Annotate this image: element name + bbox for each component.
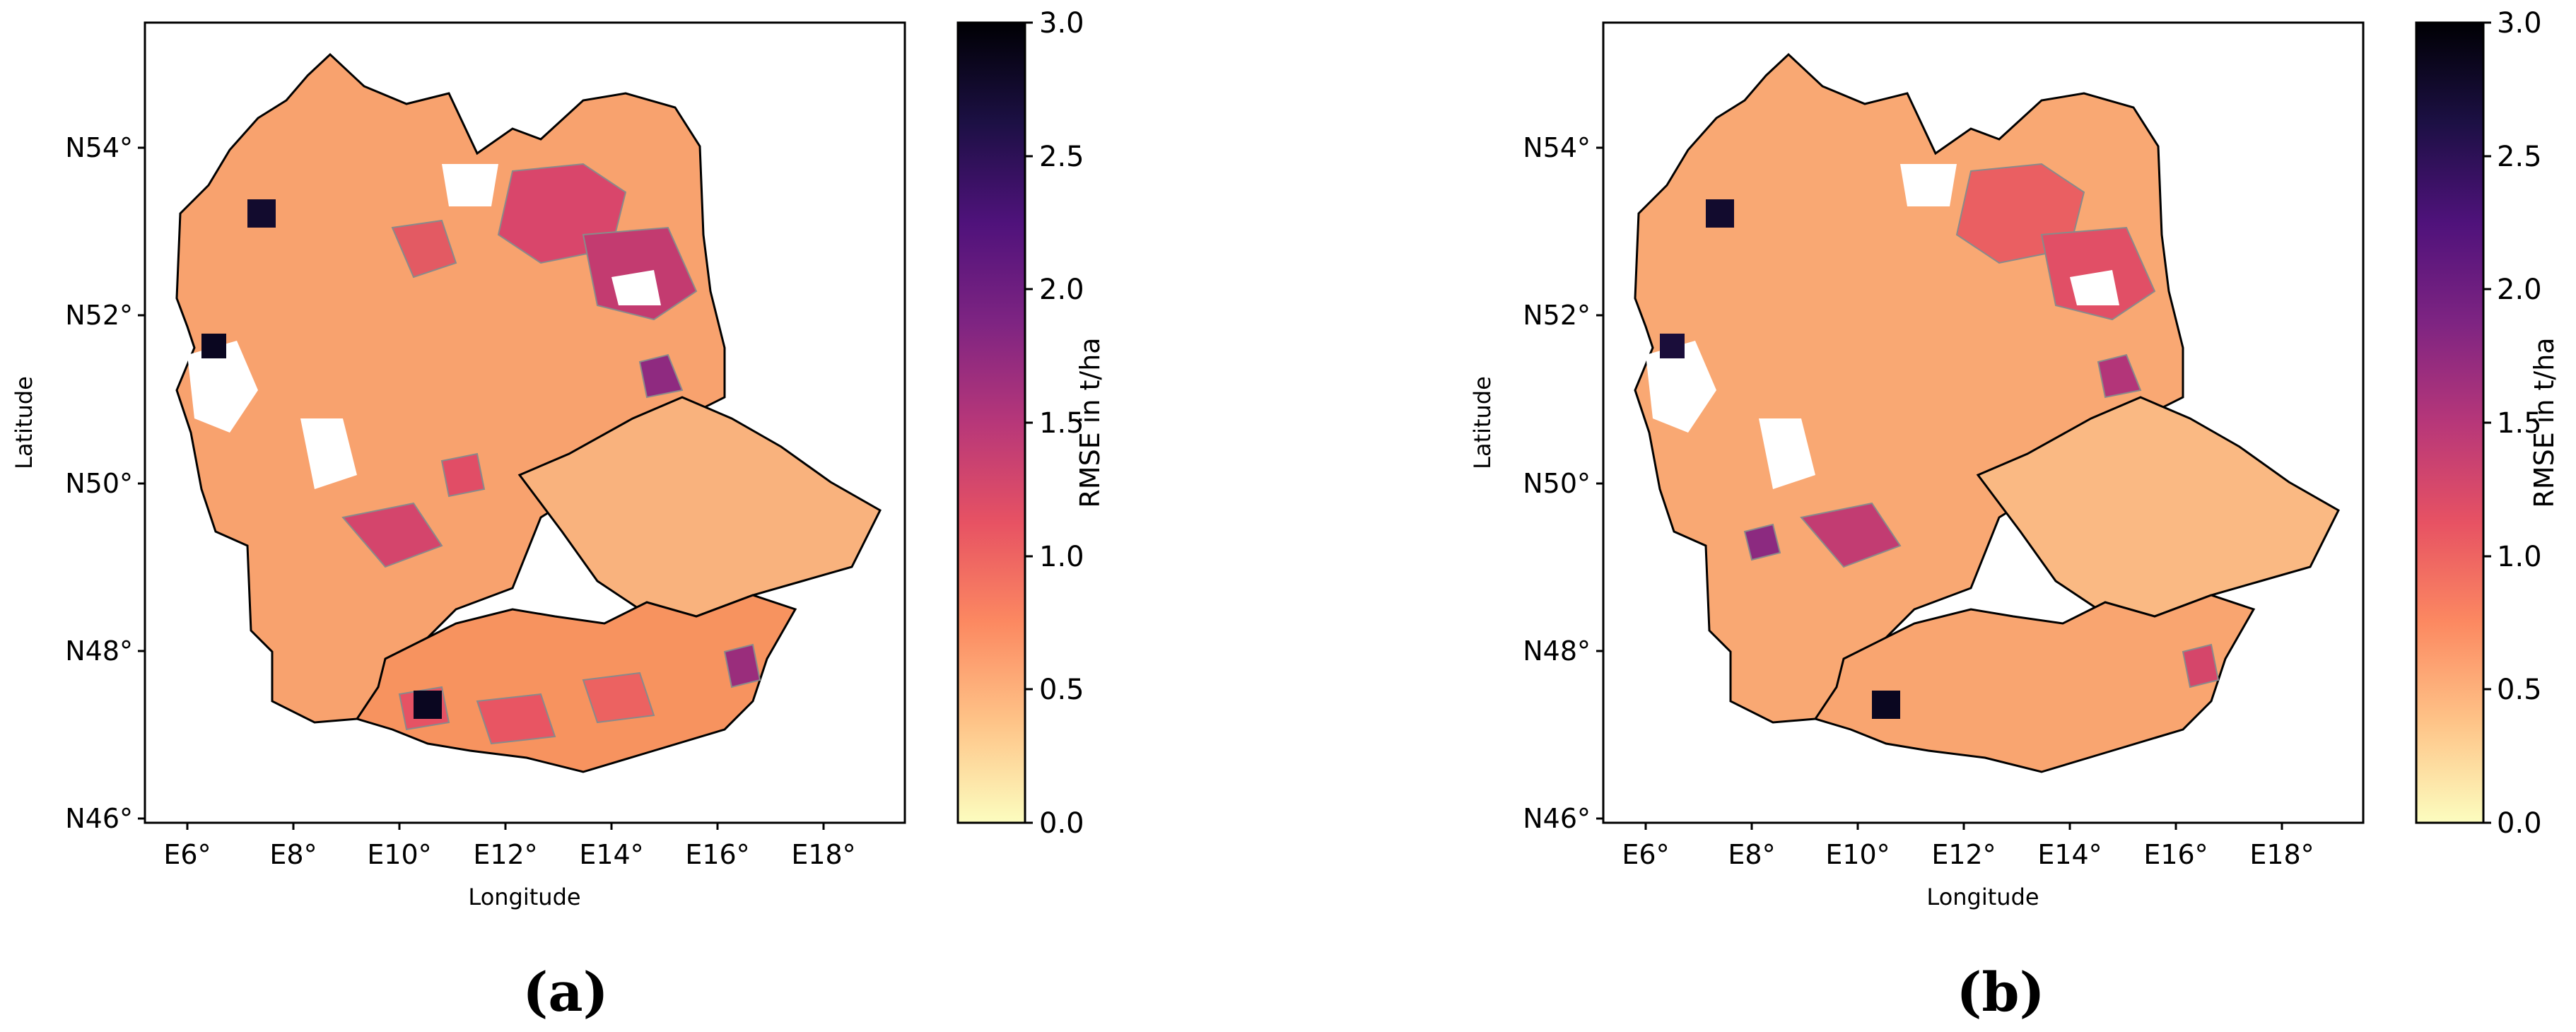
choropleth-map xyxy=(175,52,882,773)
panel-b: N54° N52° N50° N48° N46° E6° E8° E10° E1… xyxy=(1469,7,2560,1024)
outlier-cell xyxy=(414,691,442,719)
lon-tick-label: E8° xyxy=(269,839,317,870)
colorbar-ticks: 0.0 0.5 1.0 1.5 2.0 2.5 3.0 xyxy=(2483,7,2542,840)
lon-tick-label: E10° xyxy=(367,839,431,870)
colorbar-tick-label: 1.0 xyxy=(2497,541,2542,573)
lon-tick-label: E12° xyxy=(473,839,537,870)
colorbar-gradient xyxy=(956,21,1026,824)
lat-tick-label: N50° xyxy=(1523,468,1591,499)
lon-tick-label: E8° xyxy=(1728,839,1775,870)
lon-tick-label: E6° xyxy=(163,839,211,870)
x-axis-label: Longitude xyxy=(1926,884,2039,910)
lon-tick-label: E14° xyxy=(579,839,643,870)
colorbar-tick-label: 2.0 xyxy=(1039,274,1084,306)
colorbar-tick-label: 3.0 xyxy=(1039,7,1084,40)
lon-tick-label: E6° xyxy=(1622,839,1669,870)
colorbar-tick-label: 1.0 xyxy=(1039,541,1084,573)
lat-tick-label: N48° xyxy=(1523,635,1591,667)
czechia-region xyxy=(1976,396,2340,618)
panel-a: N54° N52° N50° N48° N46° E6° E8° E10° E1… xyxy=(11,7,1106,1024)
austria-region xyxy=(1813,594,2256,773)
y-axis-label: Latitude xyxy=(11,376,37,469)
lat-tick-label: N54° xyxy=(1523,132,1591,163)
colorbar: 0.0 0.5 1.0 1.5 2.0 2.5 3.0 RMSE in t/ha xyxy=(2415,7,2560,840)
lon-tick-label: E18° xyxy=(791,839,855,870)
lat-tick-label: N54° xyxy=(65,132,133,163)
x-axis-label: Longitude xyxy=(468,884,580,910)
colorbar-gradient xyxy=(2415,21,2485,824)
colorbar-tick-label: 2.5 xyxy=(1039,141,1084,173)
colorbar-tick-label: 2.0 xyxy=(2497,274,2542,306)
czechia-region xyxy=(517,396,882,618)
no-data-areas xyxy=(1646,164,2119,489)
panel-caption: (b) xyxy=(1956,961,2044,1024)
outlier-cell xyxy=(247,199,276,228)
colorbar-tick-label: 1.5 xyxy=(1039,407,1084,440)
lat-ticks: N54° N52° N50° N48° N46° xyxy=(1523,132,1603,834)
lon-tick-label: E10° xyxy=(1825,839,1890,870)
colorbar-tick-label: 0.0 xyxy=(1039,807,1084,840)
lon-ticks: E6° E8° E10° E12° E14° E16° E18° xyxy=(163,823,856,870)
lon-tick-label: E12° xyxy=(1931,839,1996,870)
choropleth-map xyxy=(1634,52,2340,773)
lon-tick-label: E18° xyxy=(2249,839,2314,870)
colorbar-label: RMSE in t/ha xyxy=(2529,337,2560,508)
outlier-cell xyxy=(1872,691,1900,719)
lon-tick-label: E16° xyxy=(685,839,749,870)
colorbar-label: RMSE in t/ha xyxy=(1075,337,1106,508)
colorbar: 0.0 0.5 1.0 1.5 2.0 2.5 3.0 RMSE in t/ha xyxy=(956,7,1106,840)
outlier-cell xyxy=(1706,199,1734,228)
lat-tick-label: N48° xyxy=(65,635,133,667)
lat-tick-label: N46° xyxy=(1523,803,1591,834)
outlier-cell xyxy=(201,334,226,358)
lat-tick-label: N52° xyxy=(1523,300,1591,331)
lat-tick-label: N46° xyxy=(65,803,133,834)
lon-ticks: E6° E8° E10° E12° E14° E16° E18° xyxy=(1622,823,2314,870)
panel-caption: (a) xyxy=(522,961,608,1024)
y-axis-label: Latitude xyxy=(1469,376,1496,469)
colorbar-tick-label: 0.5 xyxy=(1039,674,1084,706)
lat-tick-label: N50° xyxy=(65,468,133,499)
austria-region xyxy=(355,594,797,773)
lon-tick-label: E14° xyxy=(2037,839,2102,870)
lon-tick-label: E16° xyxy=(2143,839,2208,870)
colorbar-tick-label: 2.5 xyxy=(2497,141,2542,173)
colorbar-tick-label: 0.0 xyxy=(2497,807,2542,840)
colorbar-tick-label: 1.5 xyxy=(2497,407,2542,440)
outlier-cell xyxy=(1660,334,1685,358)
district-highlights xyxy=(341,163,761,745)
colorbar-ticks: 0.0 0.5 1.0 1.5 2.0 2.5 3.0 xyxy=(1025,7,1084,840)
lat-ticks: N54° N52° N50° N48° N46° xyxy=(65,132,145,834)
lat-tick-label: N52° xyxy=(65,300,133,331)
no-data-areas xyxy=(187,164,661,489)
colorbar-tick-label: 3.0 xyxy=(2497,7,2542,40)
colorbar-tick-label: 0.5 xyxy=(2497,674,2542,706)
